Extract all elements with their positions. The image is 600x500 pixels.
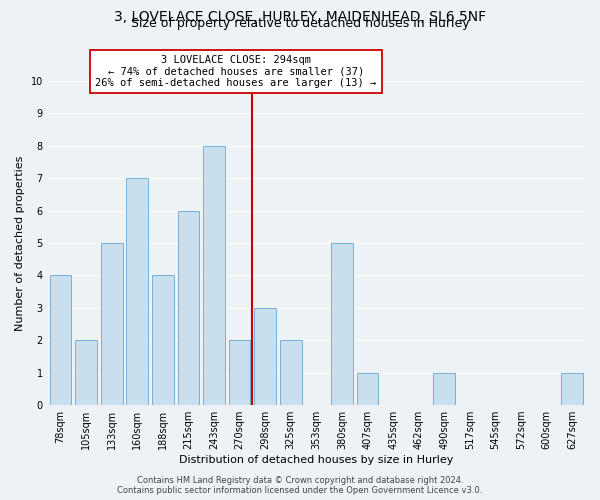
Bar [356,372,379,405]
Bar [50,276,71,405]
Bar [280,340,302,405]
Text: Size of property relative to detached houses in Hurley: Size of property relative to detached ho… [131,18,469,30]
Bar [101,243,122,405]
Bar [152,276,173,405]
X-axis label: Distribution of detached houses by size in Hurley: Distribution of detached houses by size … [179,455,454,465]
Bar [562,372,583,405]
Bar [229,340,250,405]
Bar [433,372,455,405]
Bar [75,340,97,405]
Bar [127,178,148,405]
Y-axis label: Number of detached properties: Number of detached properties [15,156,25,330]
Bar [203,146,225,405]
Bar [178,210,199,405]
Bar [331,243,353,405]
Text: 3, LOVELACE CLOSE, HURLEY, MAIDENHEAD, SL6 5NF: 3, LOVELACE CLOSE, HURLEY, MAIDENHEAD, S… [114,10,486,24]
Bar [254,308,276,405]
Text: Contains HM Land Registry data © Crown copyright and database right 2024.
Contai: Contains HM Land Registry data © Crown c… [118,476,482,495]
Text: 3 LOVELACE CLOSE: 294sqm
← 74% of detached houses are smaller (37)
26% of semi-d: 3 LOVELACE CLOSE: 294sqm ← 74% of detach… [95,55,376,88]
